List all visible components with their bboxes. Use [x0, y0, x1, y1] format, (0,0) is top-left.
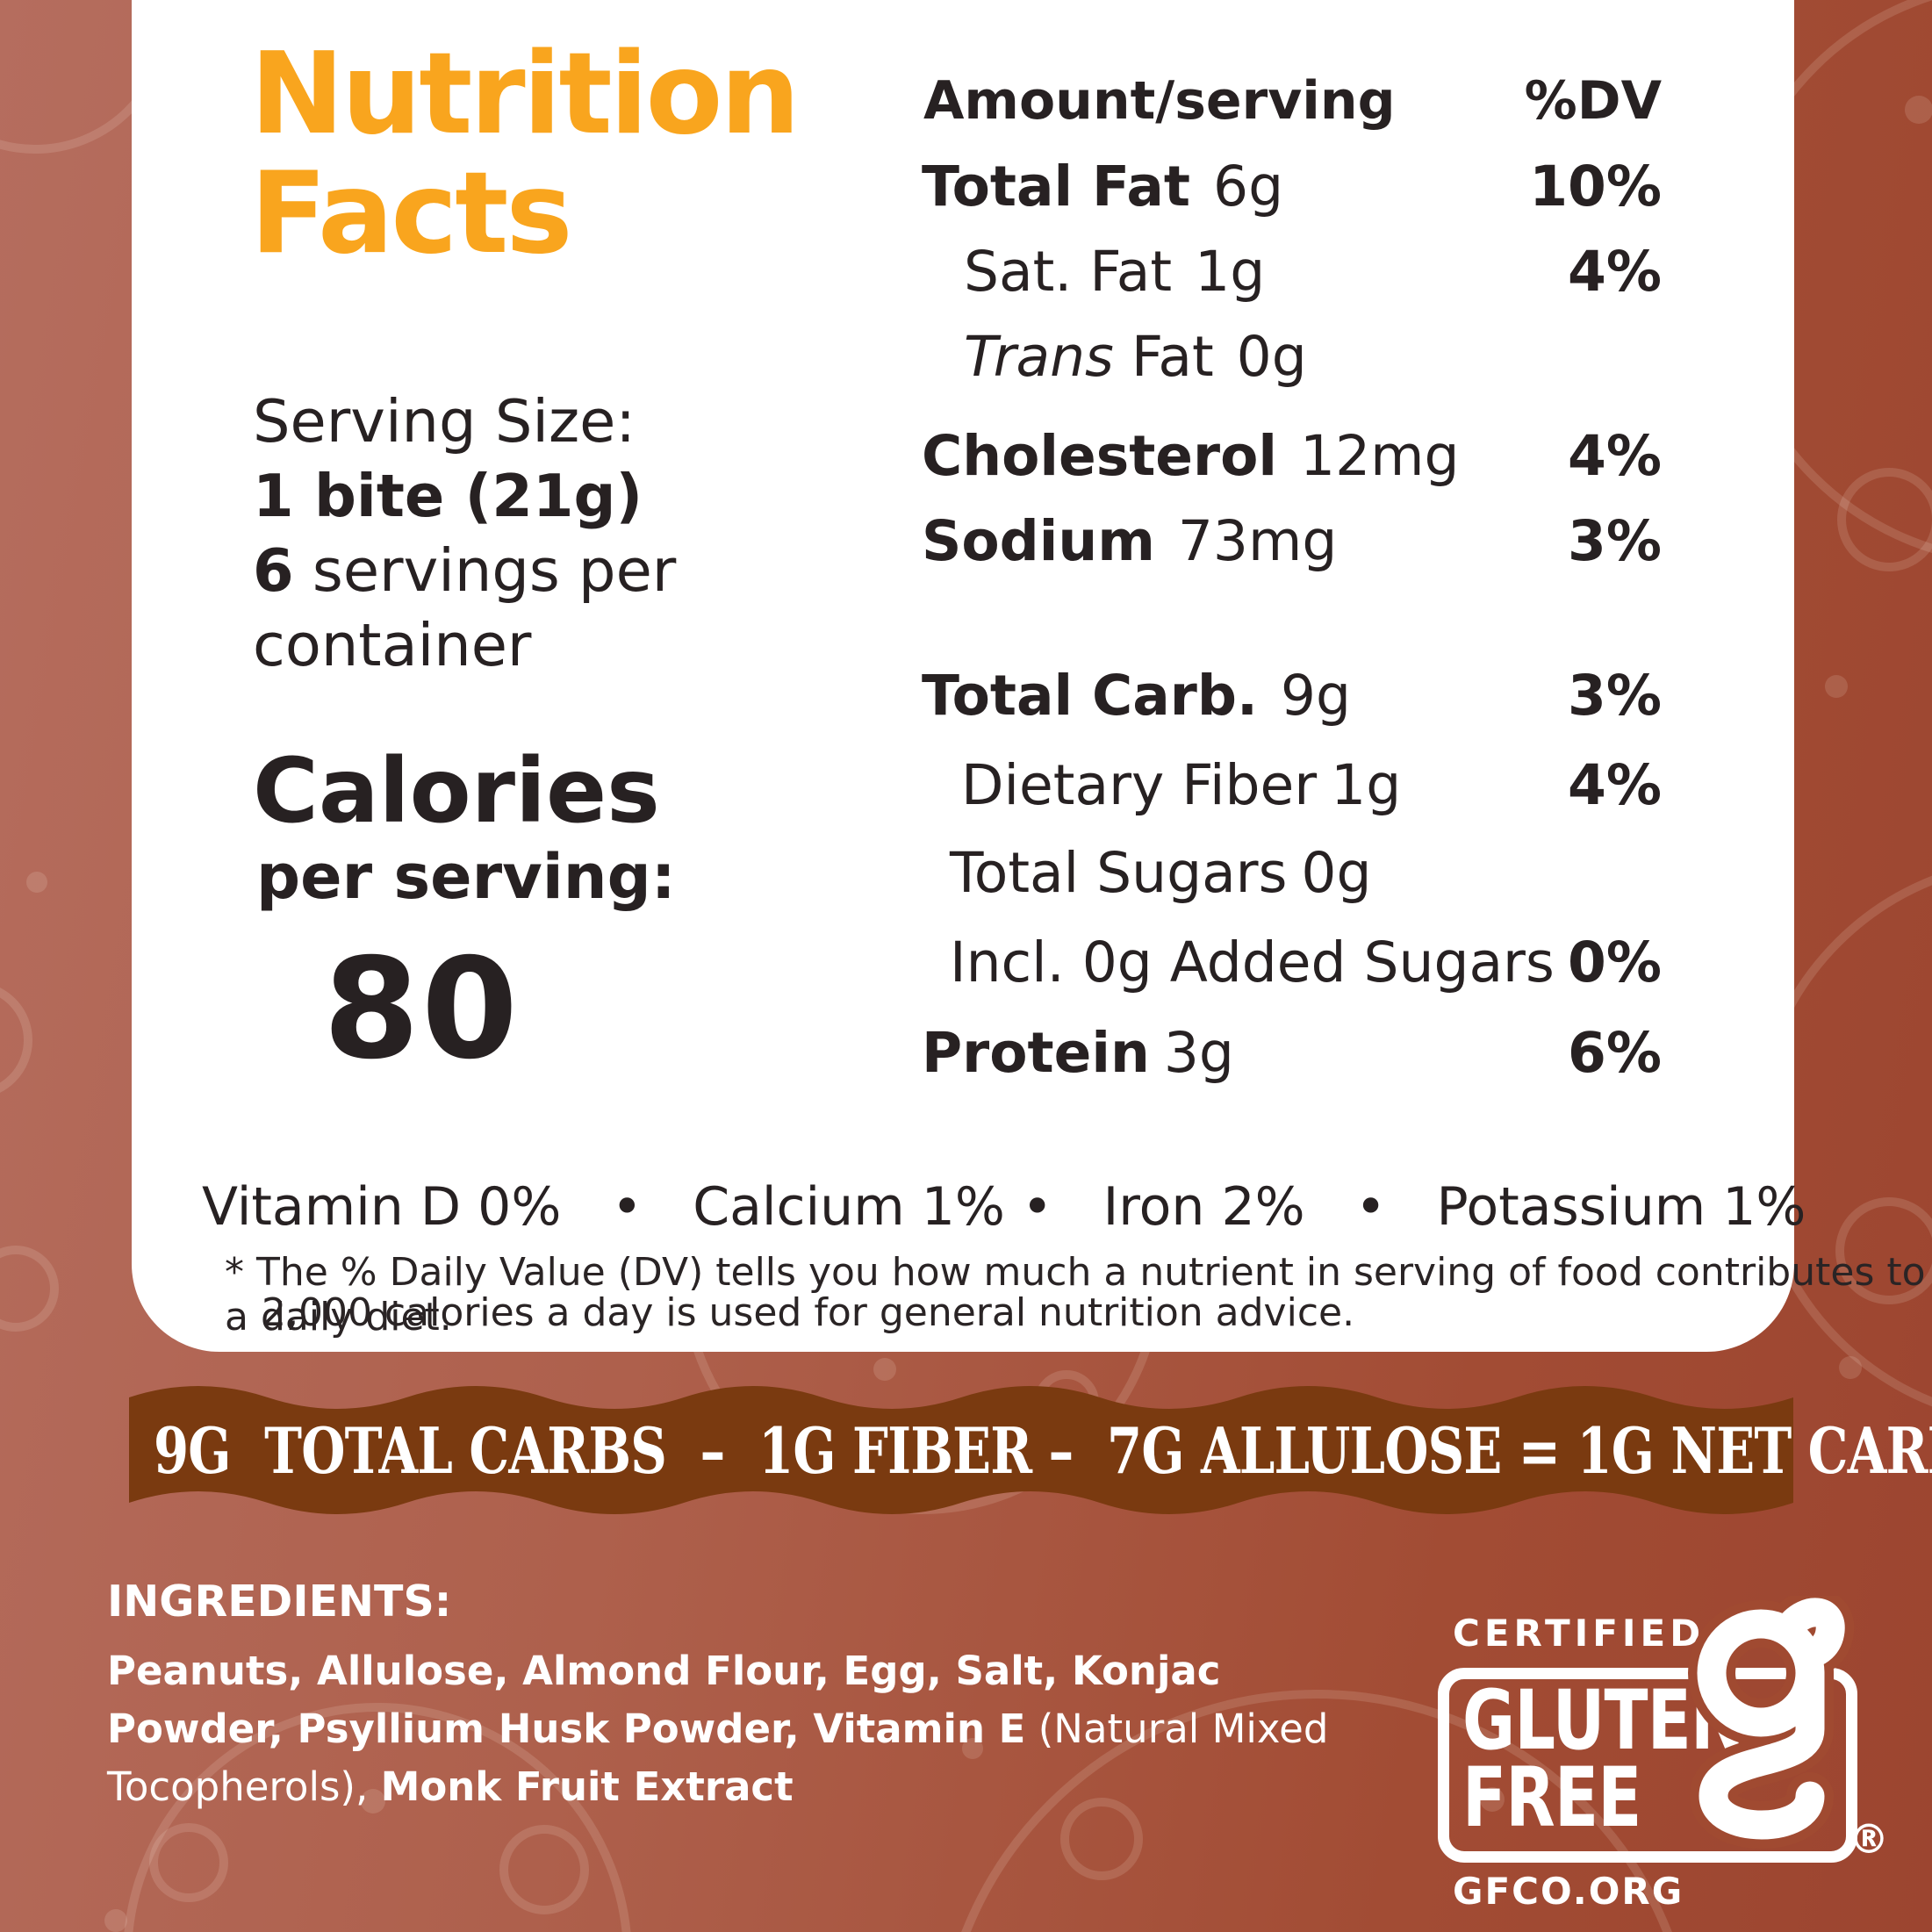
table-row-sodium: Sodium 73mg	[922, 509, 1337, 573]
table-row-total-carb: Total Carb. 9g	[922, 664, 1351, 728]
ingredients-regular-segment: (Natural Mixed	[1025, 1706, 1329, 1752]
nutrient-name: Protein	[922, 1021, 1150, 1085]
servings-count: 6	[253, 536, 294, 605]
nutrient-value: 6g	[1213, 154, 1284, 219]
dv-sat-fat: 4%	[1568, 240, 1662, 304]
gfco-g-icon	[1688, 1596, 1855, 1849]
nutrient-name: Incl. 0g Added Sugars	[950, 930, 1555, 995]
ingredients-line-3: Tocopherols), Monk Fruit Extract	[107, 1758, 1328, 1816]
dv-dietary-fiber: 4%	[1568, 753, 1662, 817]
table-row-trans-fat: Trans Fat 0g	[964, 325, 1307, 389]
nutrient-value: 0g	[1301, 841, 1372, 905]
table-row-added-sugars: Incl. 0g Added Sugars	[950, 930, 1555, 995]
nutrient-name: Total Sugars	[950, 841, 1288, 905]
dv-sodium: 3%	[1568, 509, 1662, 573]
page-title: Nutrition Facts	[250, 29, 801, 279]
table-header-dv: %DV	[1524, 70, 1662, 132]
nutrient-value: 1g	[1195, 240, 1266, 304]
certified-gluten-free-logo: CERTIFIED GLUTEN FREE ® GFCO.ORG	[1431, 1596, 1931, 1932]
nutrient-name: Total Fat	[922, 154, 1191, 219]
net-carbs-banner-ribbon	[129, 1386, 1793, 1514]
calories-heading: Calories	[253, 739, 660, 844]
servings-container-text: container	[253, 611, 532, 679]
servings-per-line: 6 servings per	[253, 534, 676, 608]
registered-trademark-icon: ®	[1849, 1815, 1889, 1863]
title-line-2: Facts	[250, 147, 573, 279]
nutrient-value: 73mg	[1177, 509, 1338, 573]
ingredients-bold-segment: Powder, Psyllium Husk Powder, Vitamin E	[107, 1706, 1026, 1752]
ingredients-block: INGREDIENTS: Peanuts, Allulose, Almond F…	[107, 1576, 1328, 1816]
nutrient-value: 9g	[1280, 664, 1351, 728]
dv-protein: 6%	[1568, 1021, 1662, 1085]
table-row-sat-fat: Sat. Fat 1g	[964, 240, 1265, 304]
ingredients-line-1: Peanuts, Allulose, Almond Flour, Egg, Sa…	[107, 1648, 1221, 1694]
ingredients-heading: INGREDIENTS:	[107, 1576, 452, 1627]
table-row-cholesterol: Cholesterol 12mg	[922, 424, 1460, 488]
ingredients-bold-segment: Monk Fruit Extract	[380, 1763, 794, 1810]
nutrient-name: Total Carb.	[922, 664, 1258, 728]
calories-value: 80	[323, 929, 520, 1090]
nutrient-value: 0g	[1236, 325, 1307, 389]
nutrient-name: Fat	[1113, 325, 1214, 389]
vitamins-row: Vitamin D 0% • Calcium 1% • Iron 2% • Po…	[202, 1176, 1806, 1238]
footnote-line-1: * The % Daily Value (DV) tells you how m…	[225, 1250, 1926, 1339]
gf-free-text: FREE	[1462, 1750, 1641, 1846]
nutrient-name: Dietary Fiber	[961, 753, 1318, 817]
dv-added-sugars: 0%	[1568, 930, 1662, 995]
dv-total-carb: 3%	[1568, 664, 1662, 728]
table-row-total-fat: Total Fat 6g	[922, 154, 1283, 219]
nutrient-name: Cholesterol	[922, 424, 1277, 488]
nutrient-value: 3g	[1163, 1021, 1234, 1085]
ingredients-regular-segment: Tocopherols),	[107, 1763, 381, 1810]
serving-size-block: Serving Size: 1 bite (21g) 6 servings pe…	[253, 384, 676, 683]
servings-per-text: servings per	[293, 536, 677, 605]
nutrient-name: Sat. Fat	[964, 240, 1173, 304]
net-carbs-equation: 9G TOTAL CARBS – 1G FIBER – 7G ALLULOSE …	[154, 1412, 1932, 1488]
facts-panel	[132, 0, 1794, 1352]
footnote-line-2: 2,000 calories a day is used for general…	[262, 1290, 1355, 1335]
gf-logo-box	[1438, 1668, 1857, 1863]
table-header-amount: Amount/serving	[923, 70, 1396, 132]
title-line-1: Nutrition	[250, 29, 801, 160]
ingredients-line-2: Powder, Psyllium Husk Powder, Vitamin E …	[107, 1700, 1328, 1758]
gf-url-text: GFCO.ORG	[1453, 1870, 1684, 1913]
nutrient-name-italic: Trans	[964, 325, 1114, 389]
nutrient-value: 1g	[1331, 753, 1402, 817]
serving-size-value: 1 bite (21g)	[253, 462, 643, 530]
nutrient-value: 12mg	[1299, 424, 1460, 488]
nutrient-name: Sodium	[922, 509, 1155, 573]
table-row-total-sugars: Total Sugars 0g	[950, 841, 1371, 905]
dv-cholesterol: 4%	[1568, 424, 1662, 488]
table-row-protein: Protein 3g	[922, 1021, 1234, 1085]
dv-total-fat: 10%	[1529, 154, 1662, 219]
table-row-dietary-fiber: Dietary Fiber 1g	[961, 753, 1401, 817]
gf-certified-text: CERTIFIED	[1453, 1612, 1706, 1655]
serving-size-label: Serving Size:	[253, 387, 636, 456]
calories-subheading: per serving:	[256, 841, 676, 913]
